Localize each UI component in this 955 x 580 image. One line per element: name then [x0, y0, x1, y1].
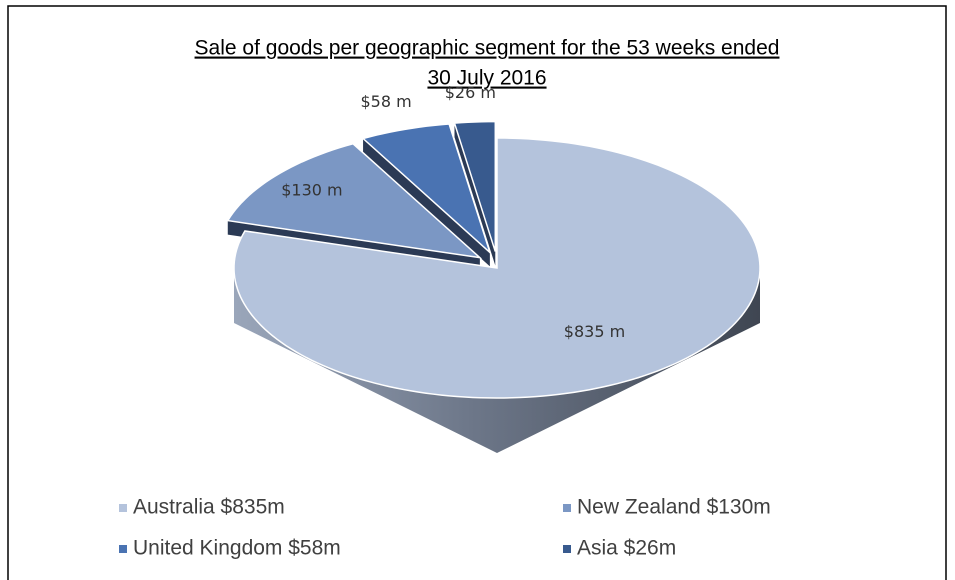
legend-label: United Kingdom $58m [133, 537, 341, 560]
legend-swatch [563, 545, 571, 553]
data-label: $58 m [360, 92, 411, 111]
slice [226, 142, 483, 259]
slice [453, 120, 497, 252]
chart-title: Sale of goods per geographic segment for… [195, 37, 780, 60]
legend-swatch [119, 504, 127, 512]
legend-label: New Zealand $130m [577, 496, 771, 519]
legend-label: Australia $835m [133, 496, 285, 519]
chart-title: 30 July 2016 [427, 67, 546, 90]
slice [361, 123, 492, 255]
slice-edge [454, 123, 496, 266]
data-label: $130 m [281, 180, 342, 199]
slice [233, 137, 761, 399]
legend-swatch [563, 504, 571, 512]
data-label: $26 m [445, 83, 496, 102]
slice-side [234, 268, 760, 453]
legend-label: Asia $26m [577, 537, 676, 560]
data-label: $835 m [564, 322, 625, 341]
slice-edge [363, 138, 490, 267]
legend-swatch [119, 545, 127, 553]
